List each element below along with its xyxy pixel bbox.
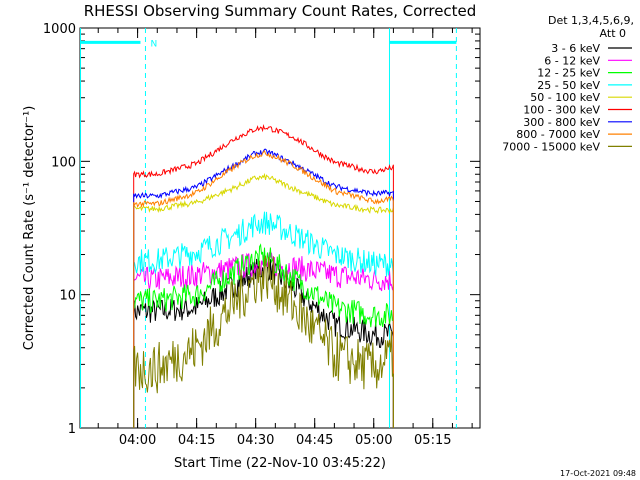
series-line bbox=[133, 148, 394, 428]
y-tick-label: 100 bbox=[51, 155, 76, 170]
y-tick-label: 1 bbox=[68, 422, 76, 437]
legend-label: 800 - 7000 keV bbox=[516, 128, 600, 141]
series-line bbox=[133, 243, 394, 428]
legend-label: 3 - 6 keV bbox=[551, 42, 600, 55]
plot-axes: 1 10 100 1000 04:00 04:15 04:30 04:45 05:00 05:15 bbox=[43, 22, 481, 448]
legend-label: 7000 - 15000 keV bbox=[502, 140, 600, 153]
series-line bbox=[133, 123, 394, 428]
legend-label: 300 - 800 keV bbox=[523, 116, 600, 129]
series-line bbox=[133, 255, 394, 428]
night-marker-label: N bbox=[150, 39, 157, 49]
legend-label: 100 - 300 keV bbox=[523, 104, 600, 117]
y-axis-label: Corrected Count Rate (s⁻¹ detector⁻¹) bbox=[22, 106, 37, 351]
x-tick-label: 05:00 bbox=[355, 433, 392, 448]
detector-info-line: Det 1,3,4,5,6,9, bbox=[548, 14, 634, 27]
x-axis-label: Start Time (22-Nov-10 03:45:22) bbox=[174, 456, 386, 471]
legend-label: 50 - 100 keV bbox=[530, 91, 600, 104]
series-line bbox=[133, 211, 394, 428]
plot-frame bbox=[79, 27, 481, 429]
series-line bbox=[133, 252, 394, 428]
y-tick-label: 1000 bbox=[43, 22, 76, 37]
series-lines bbox=[133, 123, 394, 428]
y-tick-label: 10 bbox=[59, 289, 76, 304]
legend-label: 25 - 50 keV bbox=[537, 79, 600, 92]
x-tick-label: 04:45 bbox=[296, 433, 333, 448]
x-tick-label: 04:00 bbox=[119, 433, 156, 448]
series-line bbox=[133, 172, 394, 428]
x-tick-label: 04:15 bbox=[178, 433, 215, 448]
legend-label: 6 - 12 keV bbox=[544, 54, 600, 67]
chart-title: RHESSI Observing Summary Count Rates, Co… bbox=[84, 2, 477, 20]
detector-info-line: Att 0 bbox=[600, 27, 626, 40]
orbit-overlay: N bbox=[80, 28, 457, 428]
x-tick-label: 04:30 bbox=[237, 433, 274, 448]
series-line bbox=[133, 149, 394, 428]
x-tick-label: 05:15 bbox=[414, 433, 451, 448]
footer-date: 17-Oct-2021 09:48 bbox=[560, 469, 636, 478]
legend-label: 12 - 25 keV bbox=[537, 67, 600, 80]
